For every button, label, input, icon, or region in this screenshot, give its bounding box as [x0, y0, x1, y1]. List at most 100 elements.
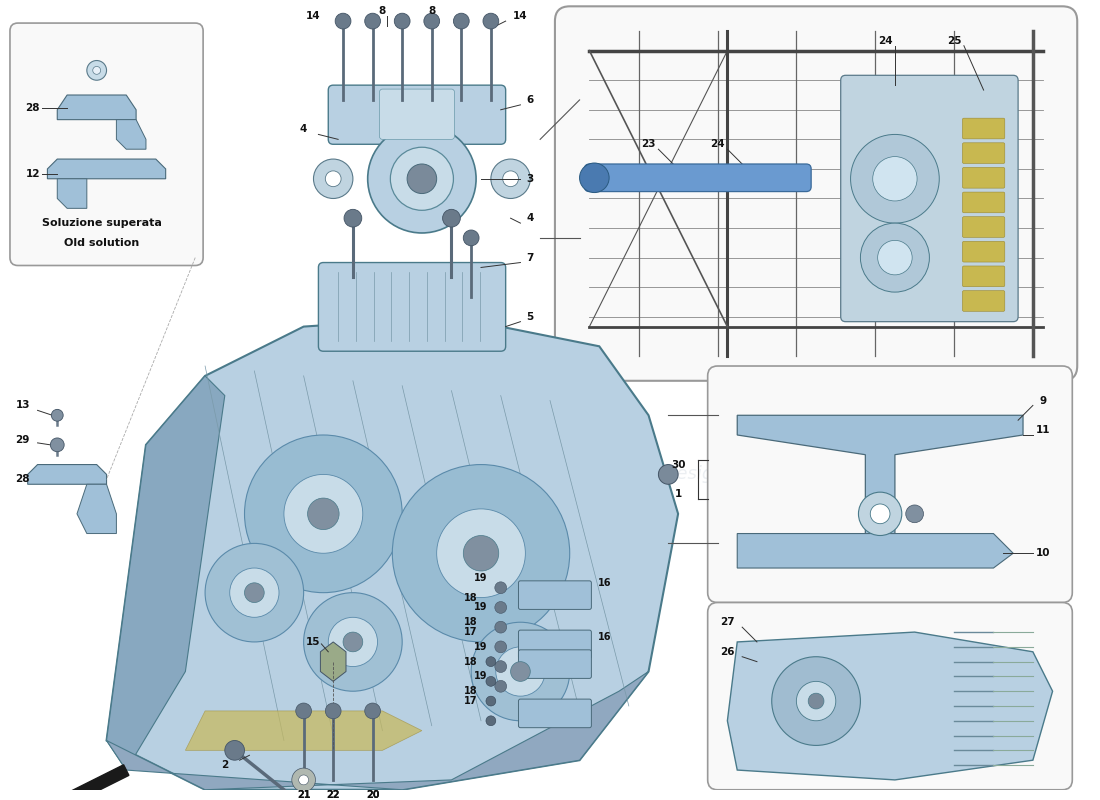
- Text: 13: 13: [15, 401, 30, 410]
- Text: 28: 28: [15, 474, 30, 484]
- Polygon shape: [737, 534, 1013, 568]
- Polygon shape: [320, 642, 346, 682]
- Circle shape: [87, 61, 107, 80]
- Circle shape: [491, 159, 530, 198]
- Circle shape: [326, 703, 341, 719]
- Text: 8: 8: [428, 6, 436, 16]
- Text: 19: 19: [474, 642, 487, 652]
- Circle shape: [486, 657, 496, 666]
- Circle shape: [299, 775, 309, 785]
- Circle shape: [496, 647, 546, 696]
- Polygon shape: [117, 120, 146, 150]
- Circle shape: [326, 171, 341, 186]
- FancyBboxPatch shape: [328, 85, 506, 144]
- Text: 20: 20: [366, 790, 379, 800]
- Circle shape: [424, 14, 440, 29]
- Circle shape: [850, 134, 939, 223]
- FancyBboxPatch shape: [962, 290, 1004, 311]
- Circle shape: [442, 210, 460, 227]
- Text: 2: 2: [221, 760, 229, 770]
- Text: 16: 16: [597, 578, 611, 588]
- Circle shape: [872, 157, 917, 201]
- Circle shape: [870, 504, 890, 524]
- Circle shape: [230, 568, 279, 618]
- Text: 30: 30: [671, 459, 685, 470]
- FancyBboxPatch shape: [840, 75, 1019, 322]
- Text: 14: 14: [513, 11, 528, 21]
- Circle shape: [796, 682, 836, 721]
- Circle shape: [580, 163, 609, 193]
- Circle shape: [224, 741, 244, 760]
- Text: 19: 19: [474, 671, 487, 682]
- FancyBboxPatch shape: [962, 167, 1004, 188]
- Text: 8: 8: [378, 6, 386, 16]
- Text: 21: 21: [297, 790, 310, 800]
- Text: 12: 12: [25, 169, 40, 179]
- Text: 19: 19: [474, 573, 487, 583]
- Circle shape: [503, 171, 518, 186]
- FancyBboxPatch shape: [962, 217, 1004, 238]
- Text: designbsiring.com: designbsiring.com: [287, 600, 517, 624]
- Circle shape: [314, 159, 353, 198]
- FancyBboxPatch shape: [962, 242, 1004, 262]
- Text: 24: 24: [711, 139, 725, 150]
- Circle shape: [483, 14, 498, 29]
- Polygon shape: [107, 376, 224, 770]
- Circle shape: [205, 543, 304, 642]
- Text: Old solution: Old solution: [64, 238, 140, 248]
- Polygon shape: [107, 317, 678, 790]
- FancyBboxPatch shape: [554, 6, 1077, 381]
- Circle shape: [659, 465, 678, 484]
- Text: 18: 18: [464, 618, 478, 627]
- Circle shape: [328, 618, 377, 666]
- Circle shape: [296, 703, 311, 719]
- Text: 15: 15: [306, 637, 321, 647]
- Text: 9: 9: [1040, 395, 1046, 406]
- Text: 24: 24: [878, 36, 892, 46]
- FancyBboxPatch shape: [518, 699, 592, 728]
- Circle shape: [244, 435, 403, 593]
- Text: 18: 18: [464, 593, 478, 602]
- Circle shape: [336, 14, 351, 29]
- Text: 7: 7: [527, 253, 534, 262]
- FancyBboxPatch shape: [962, 118, 1004, 139]
- Polygon shape: [77, 484, 117, 534]
- Circle shape: [858, 492, 902, 535]
- FancyBboxPatch shape: [518, 650, 592, 678]
- Circle shape: [486, 677, 496, 686]
- Text: 23: 23: [641, 139, 656, 150]
- FancyBboxPatch shape: [962, 192, 1004, 213]
- FancyBboxPatch shape: [707, 602, 1072, 790]
- Text: Soluzione superata: Soluzione superata: [42, 218, 162, 228]
- Circle shape: [92, 66, 100, 74]
- Text: 5: 5: [527, 312, 534, 322]
- Circle shape: [51, 438, 64, 452]
- Circle shape: [878, 240, 912, 275]
- Circle shape: [365, 14, 381, 29]
- Polygon shape: [737, 415, 1023, 563]
- Circle shape: [284, 474, 363, 554]
- Text: 11: 11: [1035, 425, 1050, 435]
- Circle shape: [343, 632, 363, 652]
- Text: 10: 10: [1035, 548, 1050, 558]
- FancyBboxPatch shape: [10, 23, 204, 266]
- Circle shape: [495, 622, 507, 633]
- Text: 20: 20: [366, 790, 379, 800]
- Circle shape: [495, 680, 507, 692]
- FancyArrow shape: [30, 765, 129, 800]
- Text: 18: 18: [464, 657, 478, 666]
- Circle shape: [463, 230, 478, 246]
- FancyBboxPatch shape: [707, 366, 1072, 602]
- FancyBboxPatch shape: [379, 89, 454, 139]
- Text: 18: 18: [464, 686, 478, 696]
- Circle shape: [453, 14, 470, 29]
- Text: 27: 27: [720, 618, 735, 627]
- Text: 4: 4: [527, 213, 534, 223]
- Polygon shape: [186, 711, 422, 750]
- Polygon shape: [107, 671, 649, 790]
- Circle shape: [495, 582, 507, 594]
- Text: 17: 17: [464, 696, 477, 706]
- Text: 19: 19: [474, 602, 487, 613]
- Circle shape: [292, 768, 316, 792]
- Circle shape: [390, 147, 453, 210]
